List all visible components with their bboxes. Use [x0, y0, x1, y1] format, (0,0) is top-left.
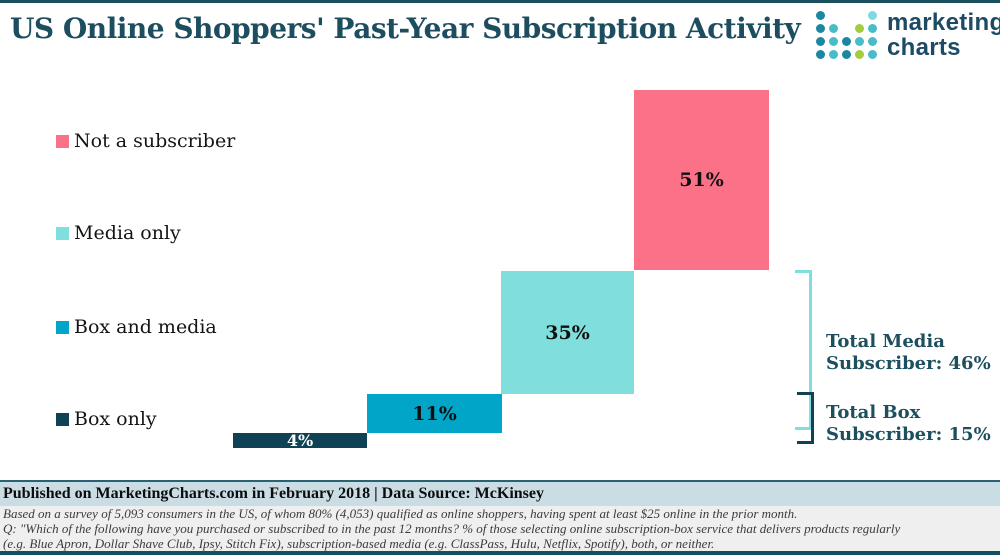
total-media-line2: Subscriber: 46%: [826, 353, 991, 374]
marketingcharts-logo-text: marketing charts: [887, 10, 1000, 60]
bar-value-label: 51%: [679, 169, 724, 191]
logo-dot-icon: [816, 11, 825, 20]
bar-value-label: 11%: [412, 402, 457, 425]
legend-item-box-and-media: Box and media: [56, 316, 217, 338]
logo-dot-icon: [868, 50, 877, 59]
logo-dot-icon: [868, 24, 877, 33]
logo-dot-icon: [855, 50, 864, 59]
bar-media-only: 35%: [501, 271, 634, 394]
total-box-annotation: Total Box Subscriber: 15%: [826, 402, 991, 446]
legend-swatch-icon: [56, 134, 69, 148]
legend-item-not-a-subscriber: Not a subscriber: [56, 130, 235, 152]
legend-item-box-only: Box only: [56, 408, 157, 430]
bar-not-a-subscriber: 51%: [634, 90, 769, 270]
page-title: US Online Shoppers' Past-Year Subscripti…: [10, 12, 801, 45]
legend-swatch-icon: [56, 412, 69, 426]
legend-label: Box only: [74, 408, 157, 430]
footnote-line: Based on a survey of 5,093 consumers in …: [3, 506, 798, 521]
total-media-annotation: Total Media Subscriber: 46%: [826, 331, 991, 375]
legend-swatch-icon: [56, 320, 69, 334]
footnotes: Based on a survey of 5,093 consumers in …: [0, 506, 1000, 551]
logo-dot-icon: [829, 37, 838, 46]
footnote-line: Q: "Which of the following have you purc…: [3, 521, 901, 536]
total-box-line2: Subscriber: 15%: [826, 424, 991, 445]
top-border: [0, 0, 1000, 3]
logo-dot-icon: [868, 11, 877, 20]
bar-box-only: 4%: [233, 431, 367, 450]
logo-dot-icon: [816, 24, 825, 33]
bottom-border: [0, 551, 1000, 555]
legend-label: Not a subscriber: [74, 130, 236, 152]
bar-value-label: 35%: [545, 321, 590, 344]
marketingcharts-logo: marketing charts: [816, 10, 1000, 60]
logo-dot-icon: [868, 37, 877, 46]
footnote-line: (e.g. Blue Apron, Dollar Shave Club, Ips…: [3, 536, 715, 551]
footer-separator: [0, 480, 1000, 482]
logo-text-line1: marketing: [887, 9, 1000, 36]
published-line: Published on MarketingCharts.com in Febr…: [0, 482, 1000, 506]
legend-swatch-icon: [56, 226, 69, 240]
bar-box-and-media: 11%: [367, 394, 502, 433]
logo-dot-icon: [855, 24, 864, 33]
total-box-line1: Total Box: [826, 402, 921, 423]
legend-item-media-only: Media only: [56, 222, 181, 244]
logo-dot-icon: [855, 37, 864, 46]
marketingcharts-logo-mark-icon: [816, 11, 877, 59]
bar-value-label: 4%: [286, 431, 314, 450]
total-media-bracket: [795, 270, 812, 430]
logo-dot-icon: [816, 37, 825, 46]
logo-dot-icon: [829, 24, 838, 33]
logo-dot-icon: [842, 50, 851, 59]
logo-dot-icon: [829, 50, 838, 59]
logo-text-line2: charts: [887, 34, 961, 61]
legend-label: Box and media: [74, 316, 217, 338]
legend-label: Media only: [74, 222, 181, 244]
logo-dot-icon: [842, 37, 851, 46]
logo-dot-icon: [816, 50, 825, 59]
total-media-line1: Total Media: [826, 331, 945, 352]
total-box-bracket: [797, 392, 814, 444]
